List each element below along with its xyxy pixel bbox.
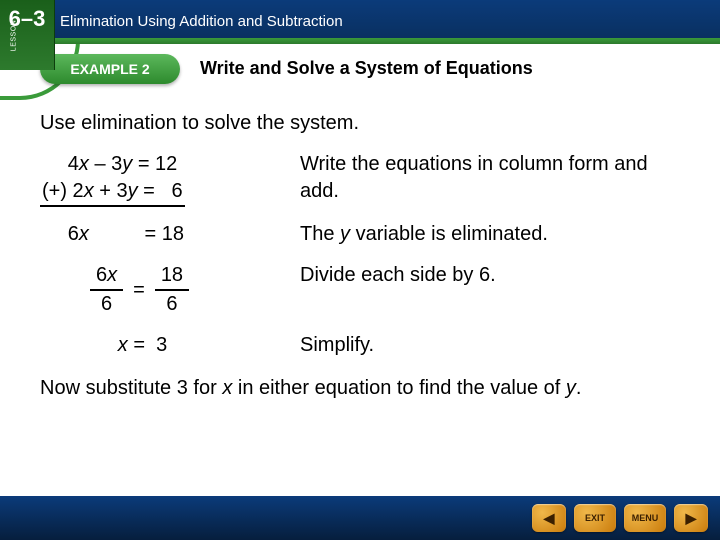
example-badge-label: EXAMPLE 2 — [70, 61, 149, 77]
equals-sign: = — [133, 277, 145, 304]
example-heading: Write and Solve a System of Equations — [200, 58, 533, 79]
equation-line: x = 3 — [40, 332, 300, 359]
step-left: 4x – 3y = 12 (+) 2x + 3y = 6 — [40, 151, 300, 207]
equation-line: 6x = 18 — [40, 221, 300, 248]
bottom-nav-bar: ◀ EXIT MENU ▶ — [0, 496, 720, 540]
step-row: 6x = 18 The y variable is eliminated. — [40, 221, 680, 248]
example-badge: EXAMPLE 2 — [40, 54, 180, 84]
frac-denominator: 6 — [90, 291, 123, 318]
frac-numerator: 18 — [155, 262, 189, 289]
prev-button[interactable]: ◀ — [532, 504, 566, 532]
equation-line: 4x – 3y = 12 — [40, 151, 300, 178]
step-right: Write the equations in column form and a… — [300, 151, 680, 205]
step-right: Divide each side by 6. — [300, 262, 680, 289]
exit-button[interactable]: EXIT — [574, 504, 616, 532]
top-bar-title: Elimination Using Addition and Subtracti… — [60, 13, 343, 30]
prev-icon: ◀ — [544, 510, 555, 527]
closing-text: Now substitute 3 for x in either equatio… — [40, 375, 680, 402]
next-icon: ▶ — [686, 510, 697, 527]
menu-button[interactable]: MENU — [624, 504, 666, 532]
lesson-number: 6–3 — [0, 6, 54, 32]
content-area: Use elimination to solve the system. 4x … — [40, 110, 680, 402]
step-right: Simplify. — [300, 332, 680, 359]
step-row: 4x – 3y = 12 (+) 2x + 3y = 6 Write the e… — [40, 151, 680, 207]
step-left: 6x = 18 — [40, 221, 300, 248]
top-bar-divider — [0, 38, 720, 44]
next-button[interactable]: ▶ — [674, 504, 708, 532]
step-row: 6x 6 = 18 6 Divide each side by 6. — [40, 262, 680, 318]
lesson-tab: LESSON 6–3 — [0, 0, 55, 70]
lesson-label: LESSON — [11, 6, 18, 66]
step-left: 6x 6 = 18 6 — [40, 262, 300, 318]
step-row: x = 3 Simplify. — [40, 332, 680, 359]
prompt-text: Use elimination to solve the system. — [40, 110, 680, 137]
step-right: The y variable is eliminated. — [300, 221, 680, 248]
step-left: x = 3 — [40, 332, 300, 359]
exit-label: EXIT — [585, 513, 605, 523]
frac-numerator: 6x — [90, 262, 123, 289]
frac-denominator: 6 — [155, 291, 189, 318]
equation-line: (+) 2x + 3y = 6 — [40, 178, 300, 207]
fraction-equation: 6x 6 = 18 6 — [90, 262, 300, 318]
top-bar: Elimination Using Addition and Subtracti… — [0, 0, 720, 42]
menu-label: MENU — [632, 513, 659, 523]
